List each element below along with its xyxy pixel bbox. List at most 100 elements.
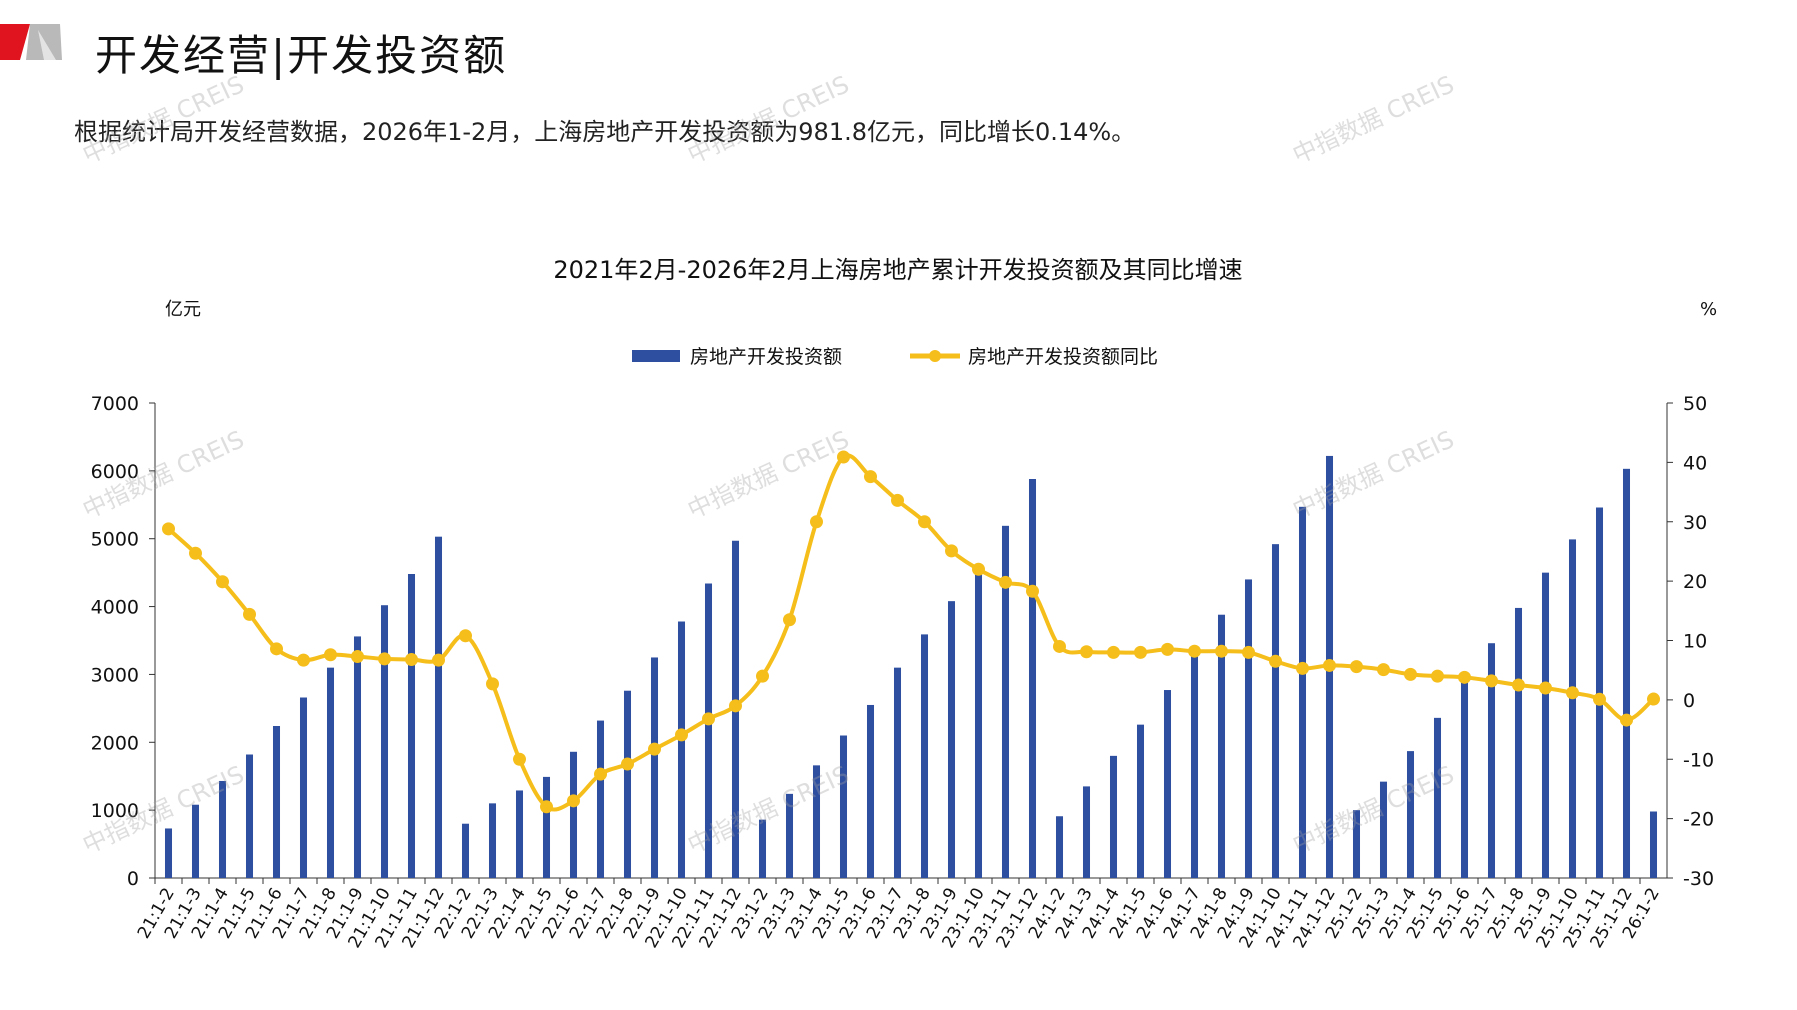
yoy-point (864, 470, 877, 484)
right-axis-tick-label: -20 (1683, 809, 1714, 831)
bar (920, 634, 929, 878)
bar (245, 754, 254, 878)
bar (812, 765, 821, 878)
yoy-point (675, 728, 688, 742)
yoy-point (351, 650, 364, 664)
yoy-point (972, 562, 985, 576)
left-axis-tick-label: 7000 (91, 393, 139, 415)
yoy-point (837, 450, 850, 464)
yoy-point (648, 742, 661, 756)
bar (758, 819, 767, 878)
line-series (162, 450, 1660, 814)
yoy-point (378, 652, 391, 666)
yoy-point (1404, 667, 1417, 681)
yoy-point (1188, 644, 1201, 658)
bar (1136, 724, 1145, 878)
bar (1055, 816, 1064, 878)
yoy-point (1566, 686, 1579, 700)
bar (380, 605, 389, 878)
legend: 房地产开发投资额 房地产开发投资额同比 (632, 346, 1158, 368)
bar (488, 803, 497, 878)
yoy-point (810, 515, 823, 529)
left-axis-tick-label: 2000 (91, 732, 139, 754)
bar (353, 636, 362, 878)
yoy-point (1512, 678, 1525, 692)
bar (1028, 479, 1037, 878)
yoy-point (1242, 645, 1255, 659)
yoy-line (167, 453, 1655, 812)
yoy-point (297, 653, 310, 667)
legend-bar-swatch (632, 350, 680, 362)
yoy-point (270, 642, 283, 656)
right-axis-tick-label: -30 (1683, 868, 1714, 890)
yoy-point (1134, 645, 1147, 659)
yoy-point (1296, 661, 1309, 675)
right-axis-tick-label: 0 (1683, 690, 1695, 712)
left-axis-tick-label: 1000 (91, 800, 139, 822)
right-axis-tick-label: 20 (1683, 571, 1707, 593)
bar (1109, 755, 1118, 878)
right-axis-tick-label: 30 (1683, 512, 1707, 534)
yoy-point (918, 515, 931, 529)
bar (1082, 786, 1091, 878)
legend-bar-label: 房地产开发投资额 (690, 346, 842, 368)
bar (569, 751, 578, 878)
yoy-point (189, 546, 202, 560)
left-axis-unit: 亿元 (165, 299, 201, 320)
yoy-point (1053, 639, 1066, 653)
yoy-point (729, 699, 742, 713)
bar (623, 690, 632, 878)
yoy-point (1323, 658, 1336, 672)
yoy-point (1593, 692, 1606, 706)
bar (704, 583, 713, 878)
bar (947, 601, 956, 878)
yoy-point (594, 767, 607, 781)
bar (1541, 572, 1550, 878)
yoy-point (1620, 713, 1633, 727)
bar (1379, 781, 1388, 878)
yoy-point (1107, 645, 1120, 659)
right-axis-tick-label: 50 (1683, 393, 1707, 415)
yoy-point (513, 752, 526, 766)
yoy-point (540, 800, 553, 814)
bar (785, 793, 794, 878)
yoy-point (243, 607, 256, 621)
bar (596, 720, 605, 878)
bar (1271, 544, 1280, 878)
bar (1190, 656, 1199, 878)
bar (434, 536, 443, 878)
yoy-point (405, 653, 418, 666)
yoy-point (324, 648, 337, 662)
yoy-point (1431, 669, 1444, 683)
right-axis-tick-label: 10 (1683, 631, 1707, 653)
yoy-point (459, 629, 472, 643)
bar (1622, 468, 1631, 878)
bar (1352, 810, 1361, 878)
yoy-point (783, 613, 796, 627)
yoy-point (999, 575, 1012, 589)
bar-series (164, 455, 1658, 878)
bar (866, 704, 875, 878)
yoy-point (891, 493, 904, 507)
bar (164, 828, 173, 878)
bar (407, 574, 416, 878)
bar (1406, 751, 1415, 878)
chart-title: 2021年2月-2026年2月上海房地产累计开发投资额及其同比增速 (553, 256, 1242, 284)
bar (1433, 717, 1442, 878)
yoy-point (1647, 692, 1660, 706)
bar (1163, 690, 1172, 878)
left-axis-tick-label: 5000 (91, 529, 139, 551)
bar (272, 726, 281, 878)
bar (974, 567, 983, 878)
left-axis-tick-label: 4000 (91, 597, 139, 619)
left-axis-tick-label: 0 (127, 868, 139, 890)
summary-text: 根据统计局开发经营数据，2026年1-2月，上海房地产开发投资额为981.8亿元… (74, 118, 1136, 146)
yoy-point (1350, 660, 1363, 674)
yoy-point (1458, 670, 1471, 684)
bar (1595, 507, 1604, 878)
right-axis-tick-label: -10 (1683, 749, 1714, 771)
bar (650, 657, 659, 878)
left-axis-tick-label: 3000 (91, 664, 139, 686)
bar (1001, 525, 1010, 878)
yoy-point (1080, 645, 1093, 659)
